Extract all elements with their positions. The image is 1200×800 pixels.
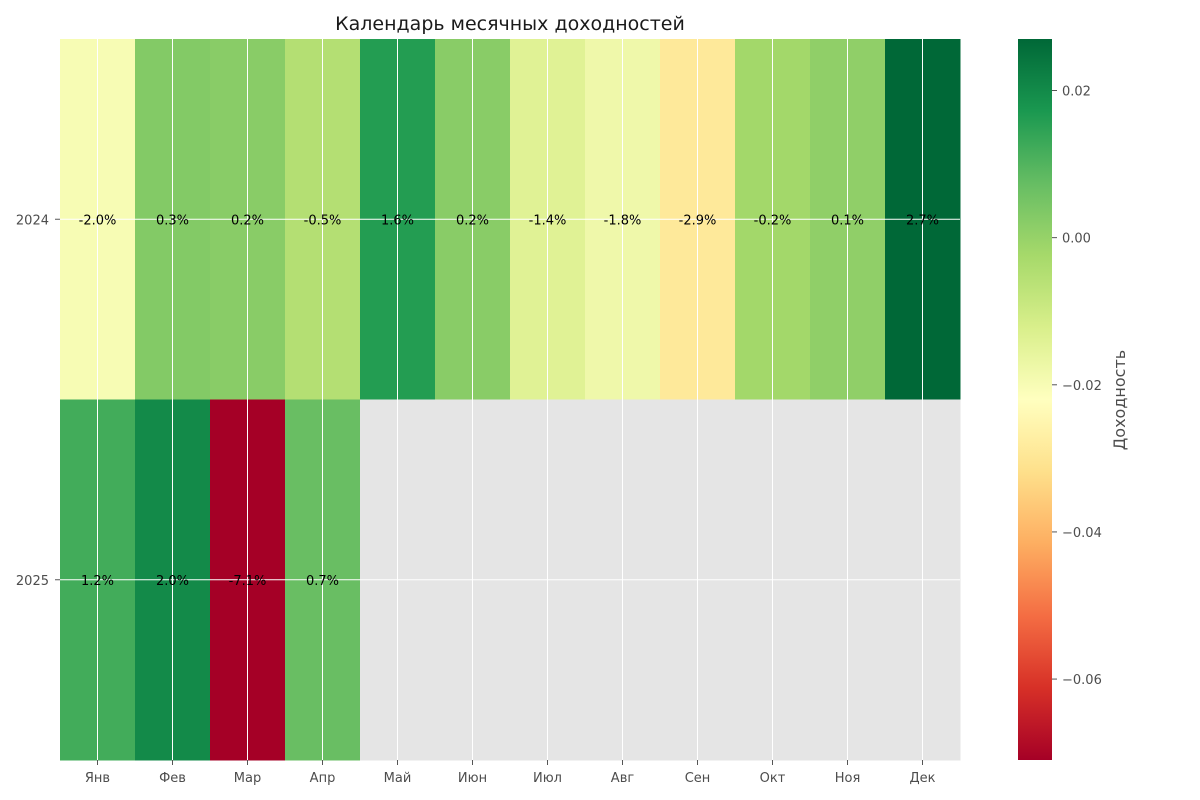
chart-title: Календарь месячных доходностей: [335, 13, 685, 35]
colorbar-tick-label: −0.02: [1062, 379, 1102, 394]
cell-value-label: 1.2%: [81, 574, 114, 589]
colorbar-tick-label: −0.04: [1062, 526, 1102, 541]
x-tick-label: Май: [384, 771, 412, 786]
cell-value-label: -0.2%: [754, 213, 792, 228]
colorbar-label: Доходность: [1110, 350, 1129, 450]
x-tick-label: Сен: [685, 771, 711, 786]
cell-value-label: 0.3%: [156, 213, 189, 228]
x-tick-label: Авг: [611, 771, 635, 786]
colorbar-ticks: 0.02 0.00 −0.02 −0.04 −0.06: [1052, 85, 1102, 688]
y-axis: 2024 2025: [16, 213, 60, 589]
cell-value-label: -7.1%: [229, 574, 267, 589]
x-tick-label: Ноя: [835, 771, 861, 786]
cell-value-label: 0.2%: [231, 213, 264, 228]
x-tick-label: Июл: [533, 771, 562, 786]
x-axis: Янв Фев Мар Апр Май Июн Июл Авг Сен Окт Ноя Дек: [85, 760, 936, 786]
cell-value-label: -1.8%: [604, 213, 642, 228]
cell-value-label: -1.4%: [529, 213, 567, 228]
heatmap-cells: [60, 39, 961, 761]
x-tick-label: Мар: [234, 771, 261, 786]
x-tick-label: Фев: [159, 771, 186, 786]
cell-value-label: 1.6%: [381, 213, 414, 228]
x-tick-label: Янв: [85, 771, 110, 786]
cell-value-label: -0.5%: [304, 213, 342, 228]
y-tick-label: 2025: [16, 574, 49, 589]
x-tick-label: Апр: [310, 771, 336, 786]
x-tick-label: Июн: [458, 771, 487, 786]
x-tick-label: Окт: [760, 771, 786, 786]
y-tick-label: 2024: [16, 213, 49, 228]
colorbar-gradient: [1018, 39, 1052, 760]
colorbar: 0.02 0.00 −0.02 −0.04 −0.06 Доходность: [1018, 39, 1129, 760]
x-tick-label: Дек: [909, 771, 935, 786]
cell-value-label: 0.7%: [306, 574, 339, 589]
colorbar-tick-label: 0.02: [1062, 85, 1091, 100]
cell-value-label: 2.0%: [156, 574, 189, 589]
cell-value-label: -2.9%: [679, 213, 717, 228]
colorbar-tick-label: −0.06: [1062, 673, 1102, 688]
grid-lines: [60, 39, 960, 760]
colorbar-tick-label: 0.00: [1062, 232, 1091, 247]
cell-value-label: 2.7%: [906, 213, 939, 228]
cell-value-label: 0.2%: [456, 213, 489, 228]
cell-value-label: 0.1%: [831, 213, 864, 228]
heatmap-cell-labels: -2.0% 0.3% 0.2% -0.5% 1.6% 0.2% -1.4% -1.8% -2.9…: [79, 213, 939, 589]
cell-value-label: -2.0%: [79, 213, 117, 228]
